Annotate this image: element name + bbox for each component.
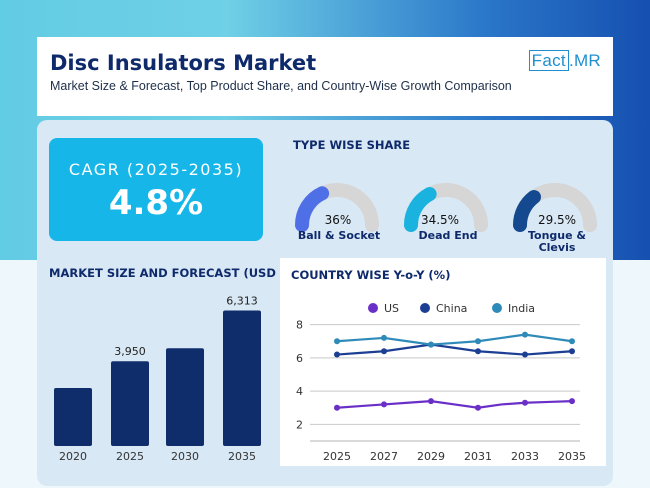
x-tick-2035: 2035 [558,450,586,463]
gauge-pct-ball-socket: 36% [324,213,352,227]
gauge-pct-dead-end: 34.5% [420,213,460,227]
bar-2025 [111,361,149,446]
cagr-label: CAGR (2025-2035) [68,160,244,179]
bar-data-label-2025: 3,950 [114,345,146,358]
cagr-card: CAGR (2025-2035) 4.8% [49,138,263,241]
logo-fact: Fact [528,50,569,71]
gauge-name-dead-end: Dead End [418,229,478,242]
page-subtitle: Market Size & Forecast, Top Product Shar… [50,79,512,93]
header-card: Disc Insulators Market Market Size & For… [37,37,613,116]
brand-logo: Fact .MR [528,50,601,71]
bar-x-tick-2025: 2025 [116,450,144,463]
legend-marker-china [420,303,430,313]
series-point-india-2033 [522,331,528,338]
x-tick-2027: 2027 [370,450,398,463]
country-chart-panel [280,258,606,466]
x-tick-2033: 2033 [511,450,539,463]
gauge-name-tongue-clevis-text: Tongue & Clevis [527,229,587,254]
gauge-fill [404,187,437,232]
bar-x-tick-2030: 2030 [171,450,199,463]
series-point-china-2031 [475,348,481,355]
y-tick-8: 8 [296,319,303,332]
series-point-us-2035 [569,398,575,405]
series-point-us-2027 [381,401,387,408]
series-point-us-2029 [428,398,434,405]
market-size-title: MARKET SIZE AND FORECAST (USD MN) [49,266,307,280]
series-line-us [336,400,573,409]
series-point-china-2035 [569,348,575,355]
logo-mr: .MR [568,51,601,70]
legend-marker-india [492,303,502,313]
series-point-india-2025 [334,338,340,345]
type-share-title: TYPE WISE SHARE [293,138,411,152]
cagr-value: 4.8% [108,183,204,223]
x-tick-2025: 2025 [323,450,351,463]
legend-marker-us [368,303,378,313]
gauge-fill [513,190,541,232]
series-point-us-2031 [475,404,481,411]
gauge-fill [295,186,330,232]
page-title: Disc Insulators Market [50,51,317,75]
legend-label-india: India [508,302,535,315]
x-tick-2031: 2031 [464,450,492,463]
series-point-india-2035 [569,338,575,345]
series-point-india-2031 [475,338,481,345]
legend-label-china: China [436,302,467,315]
bar-2030 [166,348,204,446]
gauge-pct-tongue-clevis: 29.5% [537,213,577,227]
series-point-china-2025 [334,351,340,358]
bar-2035 [223,310,261,446]
series-point-india-2029 [428,341,434,348]
bar-2020 [54,388,92,446]
country-growth-title: COUNTRY WISE Y-o-Y (%) [291,268,451,282]
x-tick-2029: 2029 [417,450,445,463]
gauge-name-tongue-clevis: Tongue & Clevis [507,230,607,254]
series-line-india [336,333,573,346]
series-point-us-2025 [334,404,340,411]
series-point-china-2027 [381,348,387,355]
bar-x-tick-2035: 2035 [228,450,256,463]
legend-label-us: US [384,302,399,315]
series-point-india-2027 [381,334,387,341]
y-tick-4: 4 [296,385,303,398]
series-point-china-2033 [522,351,528,358]
series-line-china [336,343,573,356]
y-tick-2: 2 [296,418,303,431]
gauge-name-ball-socket: Ball & Socket [297,229,381,242]
bar-data-label-2035: 6,313 [226,294,258,307]
series-point-us-2033 [522,399,528,406]
bar-x-tick-2020: 2020 [59,450,87,463]
y-tick-6: 6 [296,352,303,365]
